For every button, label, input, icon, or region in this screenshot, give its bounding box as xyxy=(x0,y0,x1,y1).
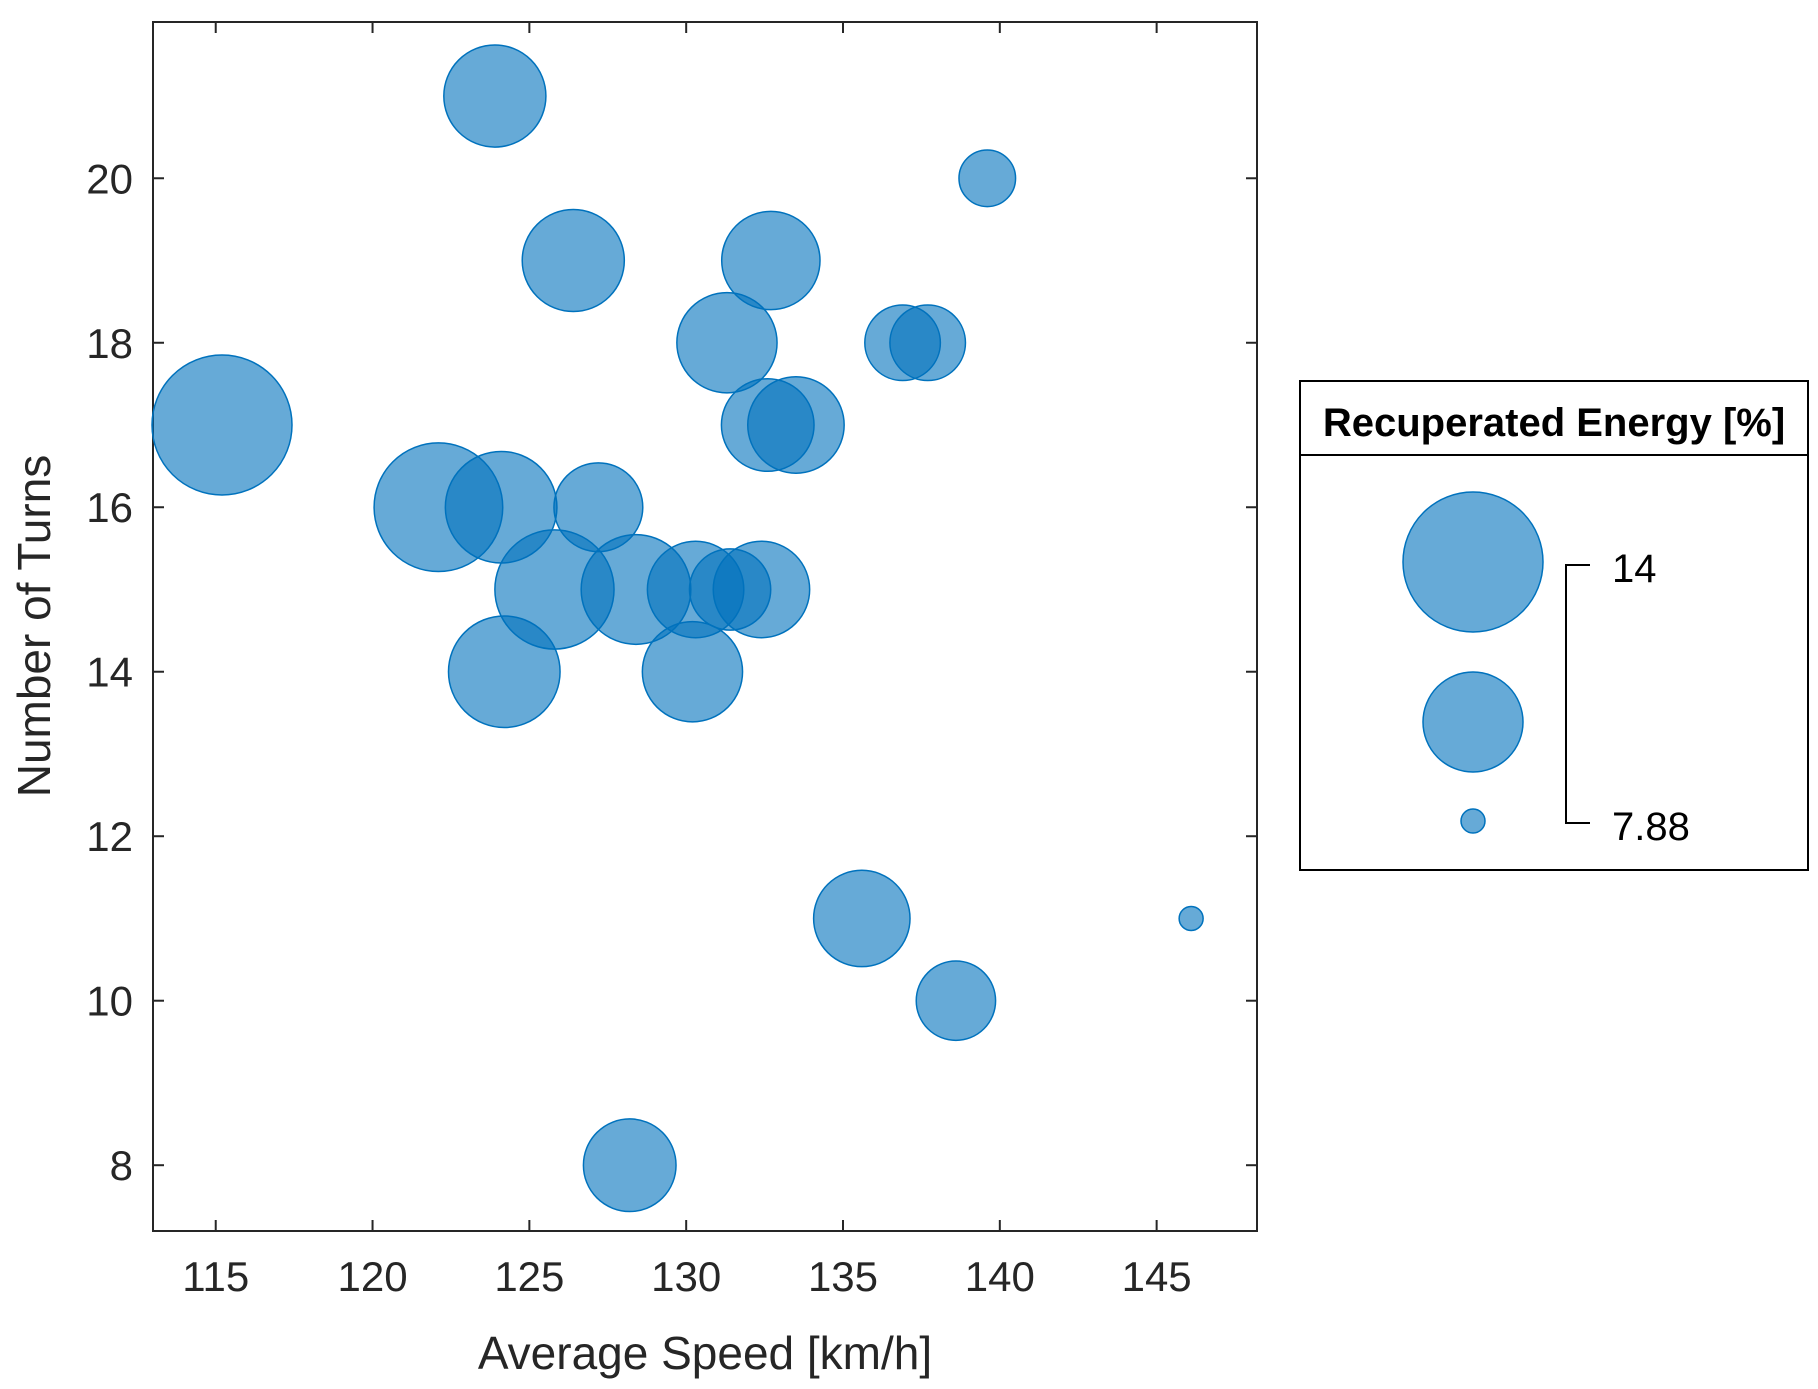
legend-bubble-min xyxy=(1460,808,1486,834)
size-legend: Recuperated Energy [%] 14 7.88 xyxy=(1299,380,1809,871)
bubble-20 xyxy=(889,304,967,382)
legend-range-bracket xyxy=(1565,564,1590,824)
bubble-23 xyxy=(1178,905,1204,932)
bubble-0 xyxy=(151,354,293,496)
x-axis-title: Average Speed [km/h] xyxy=(478,1327,932,1379)
bubble-6 xyxy=(521,208,626,313)
bubble-17 xyxy=(747,376,845,474)
y-tick-label: 14 xyxy=(86,649,133,696)
y-tick-label: 16 xyxy=(86,484,133,531)
y-tick-label: 20 xyxy=(86,155,133,202)
x-tick-label: 130 xyxy=(651,1253,721,1300)
bubble-18 xyxy=(812,869,911,968)
bubble-13 xyxy=(676,291,778,394)
x-tick-label: 125 xyxy=(494,1253,564,1300)
legend-min-label: 7.88 xyxy=(1612,805,1690,849)
x-tick-label: 135 xyxy=(808,1253,878,1300)
legend-bubble-mid xyxy=(1422,671,1524,773)
x-tick-label: 145 xyxy=(1122,1253,1192,1300)
y-tick-label: 10 xyxy=(86,978,133,1025)
x-tick-label: 120 xyxy=(338,1253,408,1300)
bubble-21 xyxy=(915,960,997,1042)
legend-box xyxy=(1299,380,1809,871)
bubble-22 xyxy=(958,149,1017,208)
legend-title: Recuperated Energy [%] xyxy=(1323,401,1785,445)
legend-bubble-max xyxy=(1402,491,1544,633)
bubbles xyxy=(151,44,1204,1213)
y-tick-label: 8 xyxy=(110,1142,133,1189)
x-tick-label: 115 xyxy=(182,1253,249,1300)
y-axis-title: Number of Turns xyxy=(8,455,60,798)
tick-labels: 115 120 125 130 135 140 145 8 10 12 14 16 18 20 xyxy=(86,155,1191,1300)
x-tick-label: 140 xyxy=(965,1253,1035,1300)
y-tick-label: 12 xyxy=(86,813,133,860)
y-tick-label: 18 xyxy=(86,320,133,367)
bubble-8 xyxy=(582,1118,677,1213)
axis-ticks xyxy=(153,22,1257,1231)
bubble-14 xyxy=(712,540,811,639)
bubble-16 xyxy=(720,210,821,311)
bubble-2 xyxy=(443,44,547,148)
legend-max-label: 14 xyxy=(1612,547,1657,591)
